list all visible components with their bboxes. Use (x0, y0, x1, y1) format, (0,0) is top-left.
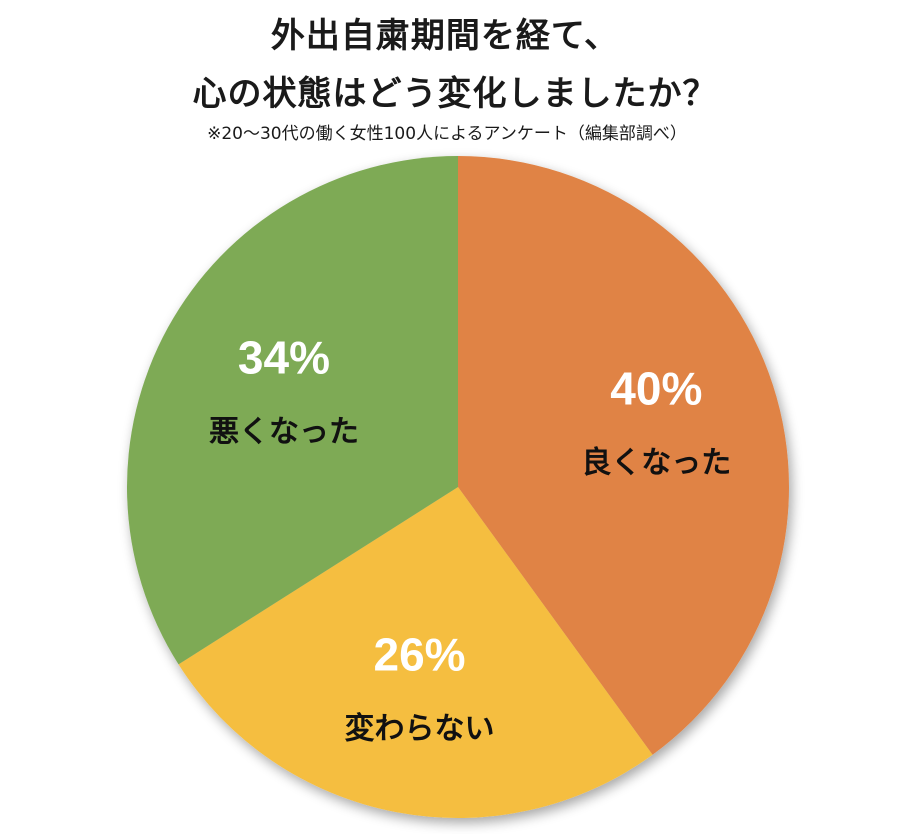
slice-unchanged (178, 487, 653, 819)
slice-better (458, 156, 790, 755)
slice-value-label: 40% (610, 363, 702, 415)
slice-value-label: 26% (374, 629, 466, 681)
chart-title: 外出自粛期間を経て、 (270, 16, 620, 56)
chart-subtitle: ※20〜30代の働く女性100人によるアンケート（編集部調べ） (207, 124, 687, 144)
chart-title-line2: 心の状態はどう変化しましたか？ (192, 74, 718, 114)
slice-category-label: 変わらない (345, 712, 495, 747)
slice-category-label: 良くなった (581, 446, 731, 481)
slice-worse (127, 156, 459, 665)
slice-category-label: 悪くなった (209, 414, 359, 449)
slice-value-label: 34% (238, 331, 330, 383)
